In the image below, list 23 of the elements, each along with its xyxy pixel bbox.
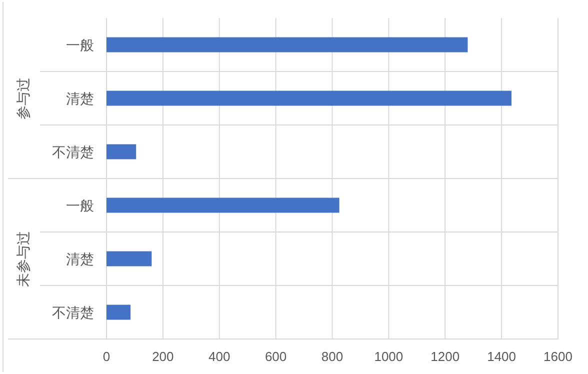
y-tick-label: 一般 [66, 197, 94, 214]
y-tick-label: 一般 [66, 36, 94, 53]
x-tick-label: 400 [208, 349, 230, 364]
x-tick-label: 1400 [487, 349, 516, 364]
bar [106, 198, 340, 213]
y-tick-label: 不清楚 [52, 144, 94, 160]
y-tick-label: 清楚 [66, 90, 94, 106]
bar [106, 37, 468, 52]
bar [106, 90, 512, 106]
x-tick-label: 200 [152, 349, 174, 364]
x-tick-label: 1600 [544, 349, 572, 364]
bar [106, 251, 152, 266]
x-tick-label: 800 [321, 349, 344, 364]
x-tick-label: 0 [102, 349, 110, 364]
y-tick-label: 不清楚 [52, 304, 94, 320]
bar [106, 304, 130, 320]
text: 未参与过 [15, 230, 31, 287]
x-tick-label: 1000 [374, 349, 404, 364]
text: 参与过 [15, 77, 31, 120]
bar [106, 144, 136, 160]
y-tick-label: 清楚 [66, 250, 94, 267]
x-tick-label: 1200 [430, 349, 460, 364]
x-tick-label: 600 [264, 349, 287, 364]
